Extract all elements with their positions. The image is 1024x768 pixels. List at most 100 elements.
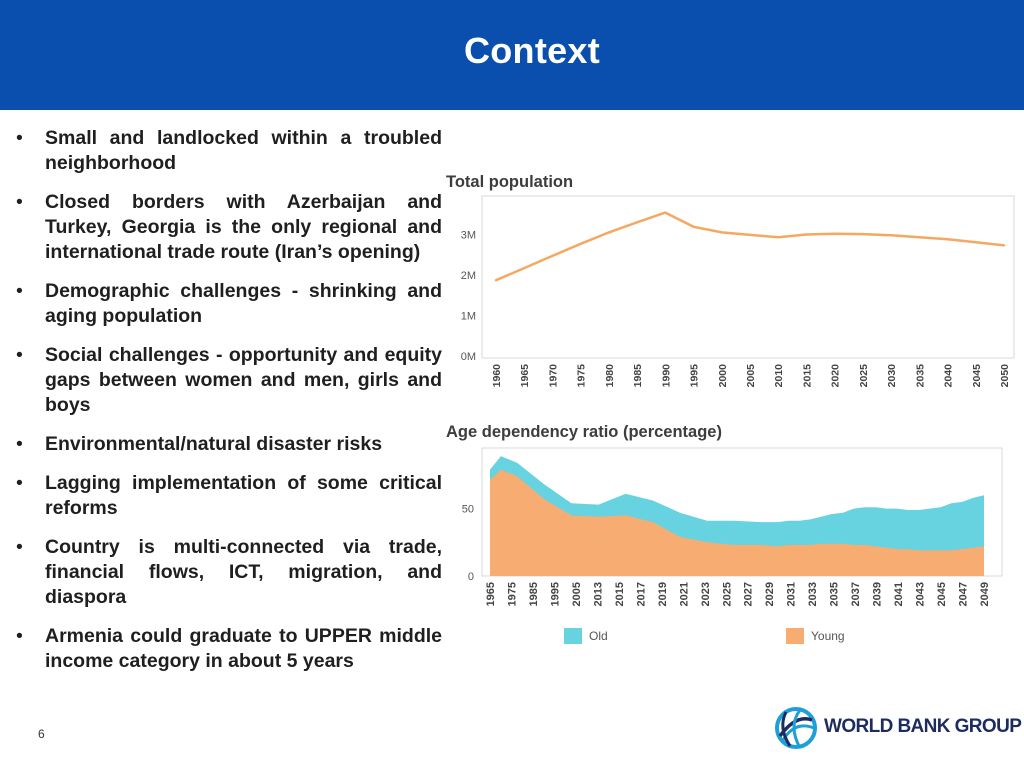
x-tick-label: 1995 (549, 582, 561, 606)
x-tick-label: 2005 (571, 582, 583, 606)
population-point (974, 240, 977, 244)
population-chart: 0M 1M 2M 3M 1960 1965 1970 1975 1980 1985 1990 1995… (461, 195, 1015, 388)
page-number: 6 (38, 727, 45, 741)
bullet-symbol: • (16, 472, 23, 494)
x-tick-label: 1970 (547, 364, 559, 388)
plot-frame (481, 195, 1015, 359)
bullet-item: • Country is multi-connected via trade, f… (16, 535, 442, 610)
bullet-symbol: • (16, 127, 23, 149)
x-tick-label: 2025 (858, 364, 870, 388)
world-bank-logo: WORLD BANK GROUP (774, 706, 1022, 752)
dependency-chart-title: Age dependency ratio (percentage) (446, 423, 722, 441)
bullet-text: Social challenges - opportunity and equi… (45, 344, 442, 416)
x-tick-label: 2045 (971, 364, 983, 388)
population-point (918, 236, 921, 239)
y-tick-label: 2M (461, 270, 476, 282)
population-point (861, 232, 865, 236)
population-point (748, 233, 752, 237)
bullet-item: • Social challenges - opportunity and equ… (16, 343, 442, 418)
y-tick-label: 3M (461, 229, 476, 241)
x-tick-label: 2047 (958, 582, 970, 606)
x-tick-label: 1980 (604, 364, 616, 388)
bullet-text: Armenia could graduate to UPPER middle i… (45, 625, 442, 672)
x-tick-label: 2015 (801, 364, 813, 388)
x-tick-label: 2019 (657, 582, 669, 606)
x-tick-label: 2049 (979, 582, 991, 606)
globe-icon (775, 707, 817, 749)
page-title: Context (463, 30, 601, 71)
x-tick-label: 2031 (786, 582, 798, 606)
x-tick-label: 2050 (999, 364, 1011, 388)
x-tick-label: 2039 (872, 582, 884, 606)
bullet-text: Country is multi-connected via trade, fi… (45, 536, 442, 608)
x-tick-label: 2043 (915, 582, 927, 606)
x-tick-label: 1965 (519, 364, 531, 388)
population-point (805, 233, 808, 236)
x-tick-label: 2017 (635, 582, 647, 606)
bullet-item: • Demographic challenges - shrinking and … (16, 279, 442, 329)
x-tick-label: 1975 (576, 364, 588, 388)
x-tick-label: 2033 (807, 582, 819, 606)
x-tick-label: 2015 (614, 582, 626, 606)
x-tick-label: 1965 (485, 582, 497, 606)
y-tick-label: 0M (461, 351, 476, 363)
x-tick-label: 2045 (936, 582, 948, 606)
legend-label-old: Old (589, 629, 608, 643)
population-point (889, 234, 893, 237)
x-tick-label: 2029 (764, 582, 776, 606)
population-point (664, 211, 667, 214)
x-tick-label: 1985 (528, 582, 540, 606)
bullet-symbol: • (16, 280, 23, 302)
x-tick-label: 2037 (850, 582, 862, 606)
population-point (635, 221, 639, 224)
population-point (946, 238, 949, 241)
population-point (579, 242, 582, 245)
population-point (833, 232, 836, 235)
bullet-symbol: • (16, 433, 23, 455)
x-tick-label: 2013 (592, 582, 604, 606)
legend-label-young: Young (811, 629, 845, 643)
y-tick-label: 0 (468, 571, 474, 583)
x-tick-label: 2000 (717, 364, 729, 388)
population-point (494, 279, 498, 282)
bullet-text: Closed borders with Azerbaijan and Turke… (45, 191, 442, 263)
bullet-item: • Armenia could graduate to UPPER middle … (16, 624, 442, 674)
population-point (777, 236, 780, 239)
bullet-item: • Lagging implementation of some critical… (16, 471, 442, 521)
dependency-chart: 0 50 1965 1975 1985 1995 2005 2013 2015 2017 2019 2… (462, 447, 1003, 644)
x-tick-label: 2035 (914, 364, 926, 388)
bullet-item: • Small and landlocked within a troubled … (16, 126, 442, 176)
bullet-symbol: • (16, 344, 23, 366)
x-tick-label: 2021 (678, 582, 690, 606)
population-point (551, 254, 554, 258)
bullet-item: • Environmental/natural disaster risks (16, 432, 442, 457)
bullet-text: Environmental/natural disaster risks (45, 433, 383, 455)
population-point (1002, 244, 1006, 247)
x-tick-label: 2023 (700, 582, 712, 606)
bullet-text: Lagging implementation of some critical … (45, 472, 442, 519)
x-tick-label: 2040 (943, 364, 955, 388)
legend-swatch-young (786, 628, 804, 644)
y-tick-label: 1M (461, 310, 476, 322)
bullet-item: • Closed borders with Azerbaijan and Turk… (16, 190, 442, 265)
x-tick-label: 2025 (721, 582, 733, 606)
x-tick-label: 2020 (830, 364, 842, 388)
bullet-symbol: • (16, 191, 23, 213)
x-tick-label: 2030 (886, 364, 898, 388)
bullet-text: Demographic challenges - shrinking and a… (45, 280, 442, 327)
x-tick-label: 1960 (491, 364, 503, 388)
x-tick-label: 2010 (773, 364, 785, 388)
bullet-symbol: • (16, 625, 23, 647)
x-tick-label: 1990 (660, 364, 672, 388)
x-tick-label: 2041 (893, 582, 905, 606)
bullet-list: • Small and landlocked within a troubled … (16, 126, 442, 688)
legend-swatch-old (564, 628, 582, 644)
population-point (720, 231, 723, 234)
population-chart-title: Total population (446, 173, 574, 191)
x-tick-label: 2005 (745, 364, 757, 388)
population-point (607, 231, 611, 234)
bullet-text: Small and landlocked within a troubled n… (45, 127, 442, 174)
population-point (692, 225, 695, 228)
logo-text: WORLD BANK GROUP (824, 716, 1022, 737)
x-tick-label: 1975 (506, 582, 518, 606)
